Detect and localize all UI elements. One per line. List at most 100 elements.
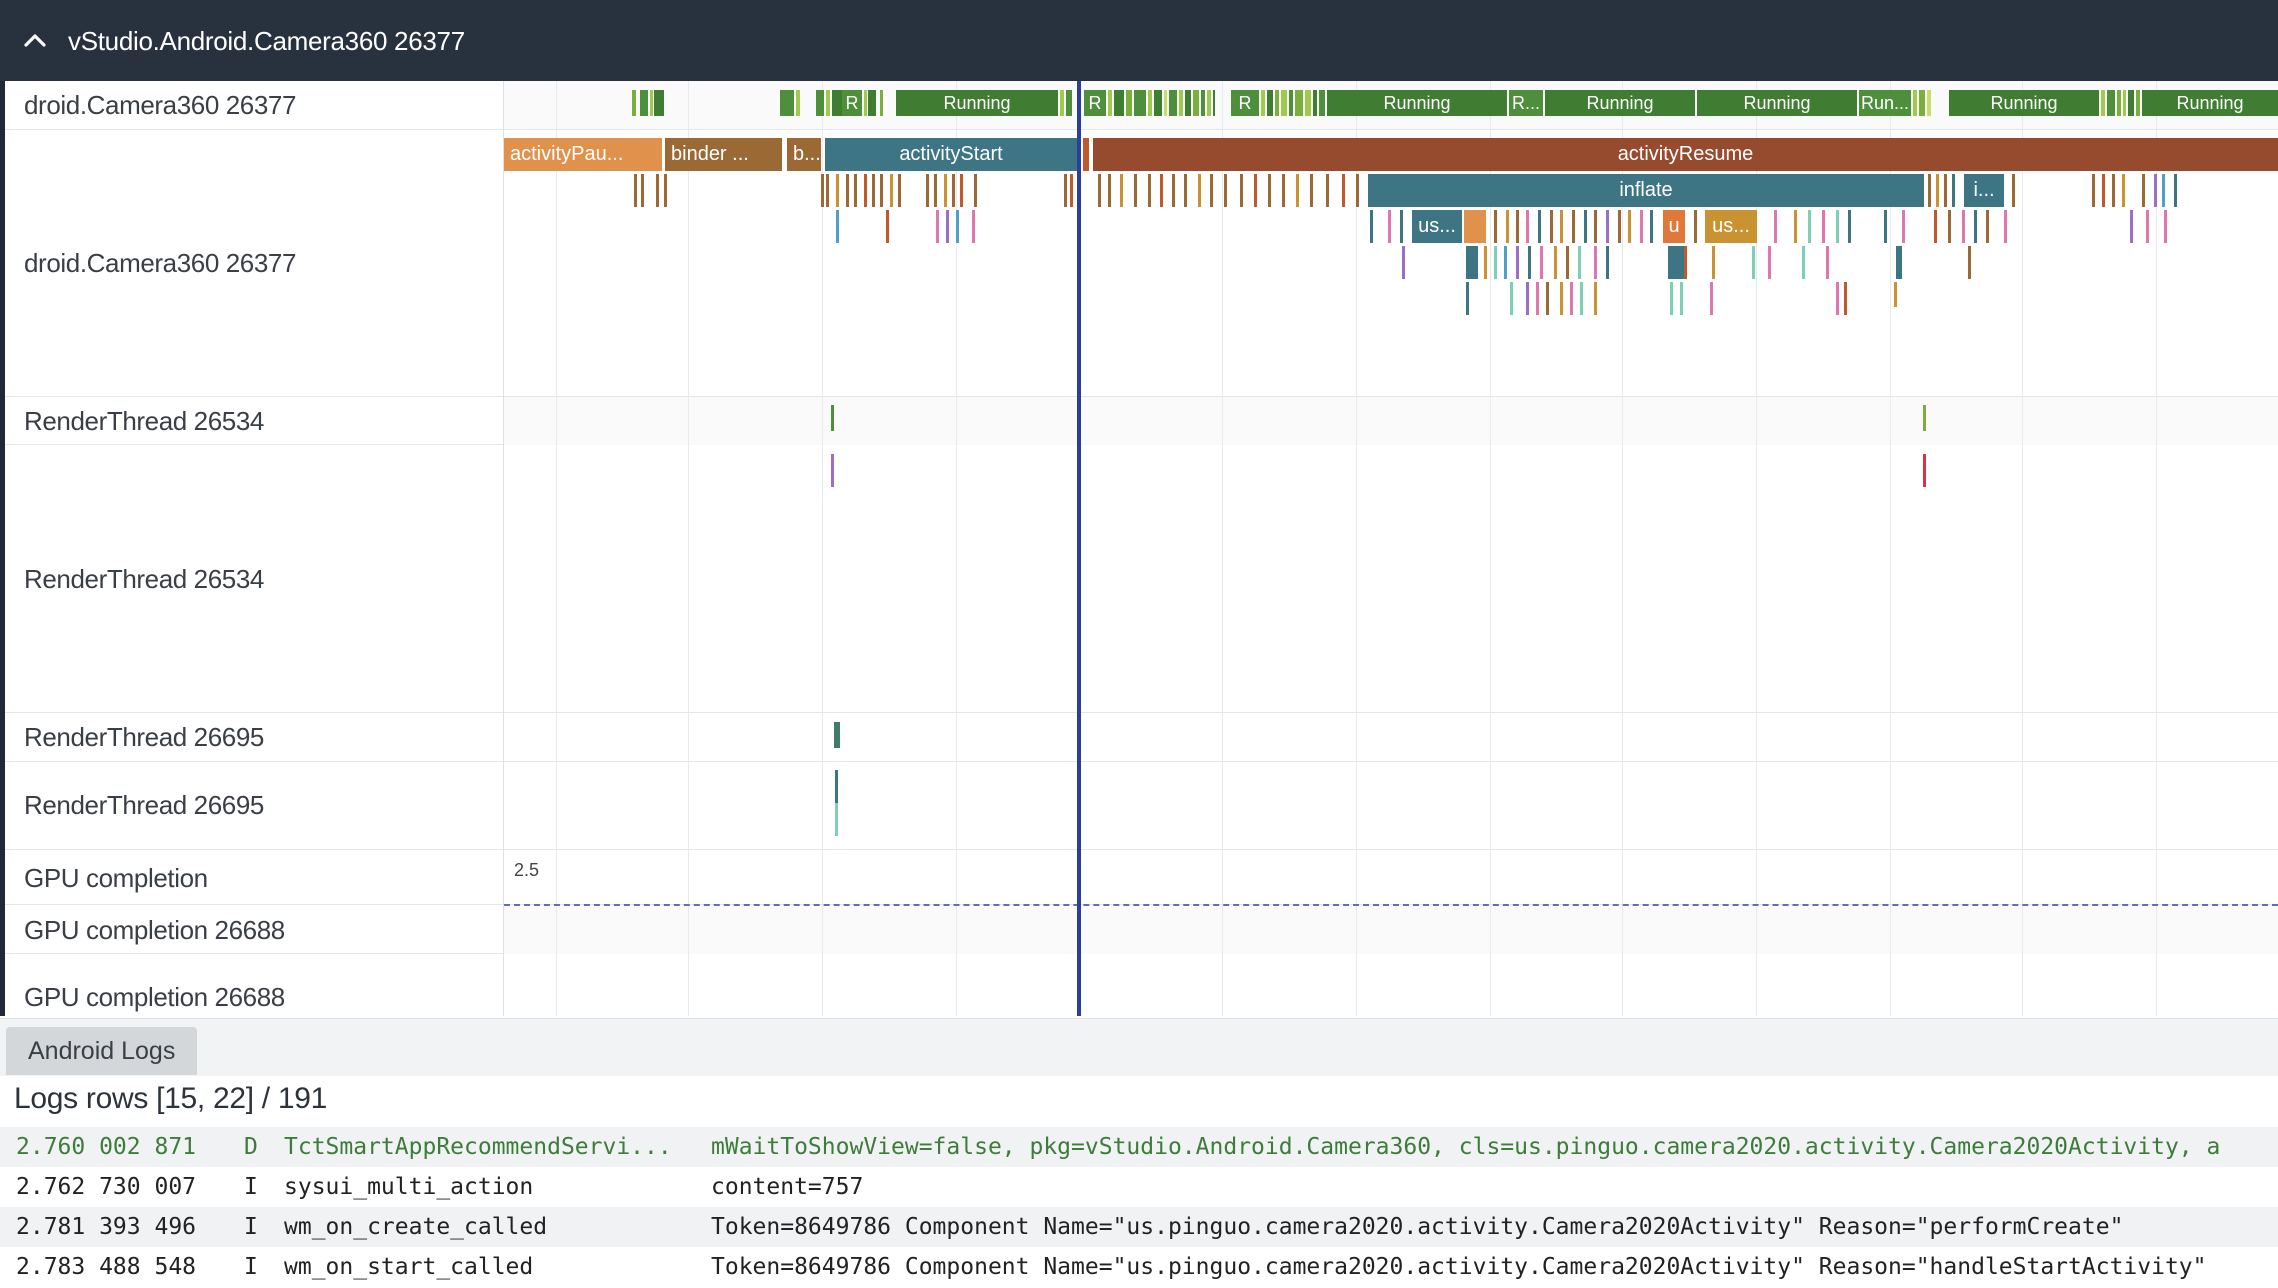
slice-tick[interactable] (1952, 174, 1955, 207)
state-block[interactable] (1134, 90, 1146, 116)
slice-tick[interactable] (1684, 246, 1687, 279)
slice-tick[interactable] (2102, 174, 2105, 207)
state-block[interactable] (864, 90, 867, 116)
slice-tick[interactable] (1934, 210, 1937, 243)
state-block[interactable] (1126, 90, 1132, 116)
slice-tick[interactable] (2092, 174, 2095, 207)
slice-tick[interactable] (634, 174, 637, 207)
slice-tick[interactable] (1210, 174, 1213, 207)
process-header[interactable]: vStudio.Android.Camera360 26377 (0, 0, 2278, 81)
log-row[interactable]: 2.783 488 548 I wm_on_start_called Token… (0, 1247, 2278, 1287)
thread-state-block[interactable] (834, 722, 840, 748)
state-block[interactable] (1267, 90, 1273, 116)
state-running[interactable]: Running (896, 90, 1058, 116)
tab-android-logs[interactable]: Android Logs (6, 1027, 198, 1075)
state-block[interactable] (1114, 90, 1124, 116)
slice-tick[interactable] (1606, 246, 1609, 279)
track-label-gpu-completion-26688[interactable]: GPU completion 26688 (24, 982, 285, 1012)
slice-tick[interactable] (1184, 174, 1187, 207)
slice-tick[interactable] (1356, 174, 1359, 207)
state-block[interactable] (780, 90, 794, 116)
slice-tick[interactable] (1310, 174, 1313, 207)
slice-tick[interactable] (1670, 282, 1673, 315)
slice-tick[interactable] (1160, 174, 1163, 207)
slice-tick[interactable] (1560, 282, 1563, 315)
state-block[interactable] (1919, 90, 1925, 116)
track-label-main-thread-state[interactable]: droid.Camera360 26377 (24, 90, 297, 120)
slice-tick[interactable] (1172, 174, 1175, 207)
log-row[interactable]: 2.781 393 496 I wm_on_create_called Toke… (0, 1207, 2278, 1247)
slice-tick[interactable] (2004, 210, 2007, 243)
slice-tick[interactable] (1504, 246, 1507, 279)
state-block[interactable] (1927, 90, 1931, 116)
slice-tiny[interactable] (1083, 138, 1089, 171)
slice-tick[interactable] (1894, 282, 1897, 307)
state-running-short[interactable]: R (842, 90, 862, 116)
slice-tick[interactable] (886, 210, 889, 243)
thread-state-row[interactable]: R Running R R Running R... Running (504, 90, 2278, 116)
slice-tick[interactable] (946, 210, 949, 243)
slice-tick[interactable] (1752, 246, 1755, 279)
slice-tick[interactable] (1148, 174, 1151, 207)
slice-tick[interactable] (1578, 246, 1581, 279)
slice-tick[interactable] (2112, 174, 2115, 207)
timeline-canvas[interactable]: R Running R R Running R... Running (504, 81, 2278, 1016)
state-block[interactable] (1164, 90, 1167, 116)
slice-tick[interactable] (1640, 210, 1643, 243)
slice-tick[interactable] (2130, 210, 2133, 243)
state-running[interactable]: Running (1545, 90, 1695, 116)
thread-state-block[interactable] (1923, 405, 1926, 431)
state-block[interactable] (1319, 90, 1325, 116)
state-running[interactable]: Running (2142, 90, 2278, 116)
slice-tick[interactable] (1974, 210, 1977, 243)
state-block[interactable] (2136, 90, 2140, 116)
label-divider[interactable] (503, 81, 504, 1016)
state-block[interactable] (1169, 90, 1177, 116)
slice-tick[interactable] (1064, 174, 1067, 207)
slice-tick[interactable] (1694, 210, 1697, 243)
slice-tick[interactable] (1546, 282, 1549, 315)
state-block[interactable] (1201, 90, 1205, 116)
slice-tick[interactable] (1108, 174, 1111, 207)
slice-tick[interactable] (1516, 246, 1519, 279)
slice-tick[interactable] (934, 174, 937, 207)
slice-tick[interactable] (1628, 210, 1631, 243)
state-block[interactable] (1289, 90, 1293, 116)
slice-tick[interactable] (974, 174, 977, 207)
slice-tick[interactable] (1936, 174, 1939, 207)
track-label-gpu-completion-26688-state[interactable]: GPU completion 26688 (24, 915, 285, 945)
slice-tick[interactable] (952, 174, 955, 207)
slice-tick[interactable] (1826, 246, 1829, 279)
slice-u[interactable]: u (1663, 210, 1685, 243)
slice-tick[interactable] (1388, 210, 1391, 243)
slice-tick[interactable] (864, 174, 867, 207)
slice-tick[interactable] (1070, 174, 1073, 207)
state-block[interactable] (1185, 90, 1191, 116)
slice-tick[interactable] (1400, 210, 1403, 243)
state-block[interactable] (1295, 90, 1303, 116)
state-block[interactable] (2107, 90, 2115, 116)
state-block[interactable] (632, 90, 636, 116)
slice-tick[interactable] (2122, 174, 2125, 207)
state-block[interactable] (1275, 90, 1279, 116)
slice-tick[interactable] (2142, 174, 2145, 207)
slice-tick[interactable] (836, 174, 839, 207)
slice-tick[interactable] (960, 174, 963, 207)
slice-tiny[interactable] (1464, 210, 1486, 243)
slice-tick[interactable] (1494, 246, 1497, 279)
slice-tick[interactable] (2012, 174, 2015, 207)
slice-tick[interactable] (1554, 246, 1557, 279)
slice-tick[interactable] (1540, 246, 1543, 279)
slice-activity-resume[interactable]: activityResume (1093, 138, 2278, 171)
slice-tick[interactable] (1836, 282, 1839, 315)
slice-tick[interactable] (872, 174, 875, 207)
slice-tick[interactable] (972, 210, 975, 243)
slice-tick[interactable] (1896, 246, 1902, 279)
track-label-gpu-completion[interactable]: GPU completion (24, 863, 208, 893)
thread-state-block[interactable] (831, 405, 834, 431)
slice-tick[interactable] (1120, 174, 1123, 207)
slice-tick[interactable] (1668, 246, 1686, 279)
slice-tick[interactable] (854, 174, 857, 207)
log-row[interactable]: 2.760 002 871 D TctSmartAppRecommendServ… (0, 1127, 2278, 1167)
slice-tick[interactable] (936, 210, 939, 243)
